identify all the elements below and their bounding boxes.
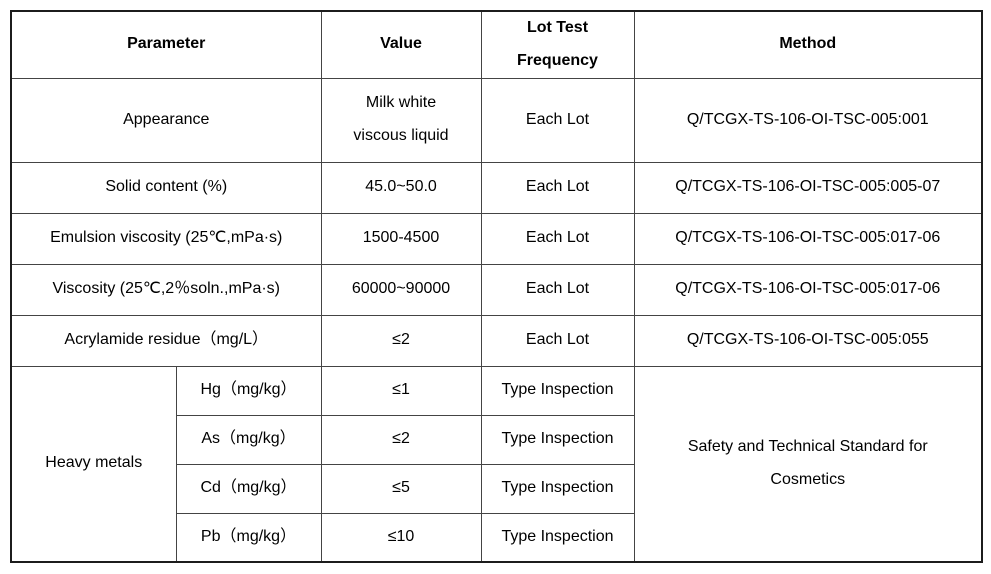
header-frequency: Lot Test Frequency	[480, 10, 635, 79]
table-row-heavy-metal-pb: Pb（mg/kg） ≤10 Type Inspection	[11, 512, 982, 563]
cell-sub-parameter: Pb（mg/kg）	[175, 512, 322, 563]
cell-parameter: Acrylamide residue（mg/L）	[10, 314, 322, 367]
cell-parameter: Appearance	[10, 77, 322, 163]
cell-heavy-metals-method: Safety and Technical Standard for Cosmet…	[633, 365, 983, 563]
table-row-acrylamide: Acrylamide residue（mg/L） ≤2 Each Lot Q/T…	[10, 314, 983, 367]
cell-value: 1500-4500	[320, 212, 482, 265]
cell-value: ≤2	[320, 414, 482, 465]
cell-method: Q/TCGX-TS-106-OI-TSC-005:055	[633, 314, 983, 367]
cell-frequency: Type Inspection	[480, 512, 635, 563]
table-header-row: Parameter Value Lot Test Frequency Metho…	[10, 10, 983, 79]
header-parameter: Parameter	[10, 10, 322, 79]
table-row-emulsion-viscosity: Emulsion viscosity (25℃,mPa·s) 1500-4500…	[10, 212, 983, 265]
cell-frequency: Each Lot	[480, 77, 635, 163]
cell-method: Q/TCGX-TS-106-OI-TSC-005:001	[633, 77, 983, 163]
cell-value: Milk white viscous liquid	[320, 77, 482, 163]
cell-sub-parameter: Cd（mg/kg）	[175, 463, 322, 514]
cell-parameter: Emulsion viscosity (25℃,mPa·s)	[10, 212, 322, 265]
cell-sub-parameter: As（mg/kg）	[175, 414, 322, 465]
cell-frequency: Each Lot	[480, 161, 635, 214]
cell-frequency: Each Lot	[480, 212, 635, 265]
cell-value: 60000~90000	[320, 263, 482, 316]
table-row-solid-content: Solid content (%) 45.0~50.0 Each Lot Q/T…	[10, 161, 983, 214]
cell-method: Q/TCGX-TS-106-OI-TSC-005:005-07	[633, 161, 983, 214]
cell-sub-parameter: Hg（mg/kg）	[175, 365, 322, 416]
table-row-heavy-metal-cd: Cd（mg/kg） ≤5 Type Inspection	[11, 463, 982, 514]
cell-frequency: Each Lot	[480, 314, 635, 367]
spec-table: Parameter Value Lot Test Frequency Metho…	[10, 10, 983, 564]
cell-frequency: Type Inspection	[480, 463, 635, 514]
header-method: Method	[633, 10, 983, 79]
table-row-viscosity: Viscosity (25℃,2％soln.,mPa·s) 60000~9000…	[10, 263, 983, 316]
table-row-appearance: Appearance Milk white viscous liquid Eac…	[10, 77, 983, 163]
cell-method: Q/TCGX-TS-106-OI-TSC-005:017-06	[633, 263, 983, 316]
cell-value: 45.0~50.0	[320, 161, 482, 214]
cell-value: ≤5	[320, 463, 482, 514]
header-value: Value	[320, 10, 482, 79]
cell-heavy-metals-group: Heavy metals	[10, 365, 177, 563]
cell-value: ≤10	[320, 512, 482, 563]
cell-parameter: Viscosity (25℃,2％soln.,mPa·s)	[10, 263, 322, 316]
cell-frequency: Each Lot	[480, 263, 635, 316]
cell-parameter: Solid content (%)	[10, 161, 322, 214]
cell-value: ≤2	[320, 314, 482, 367]
cell-method: Q/TCGX-TS-106-OI-TSC-005:017-06	[633, 212, 983, 265]
cell-frequency: Type Inspection	[480, 365, 635, 416]
table-row-heavy-metal-hg: Heavy metals Hg（mg/kg） ≤1 Type Inspectio…	[10, 365, 983, 563]
table-row-heavy-metal-as: As（mg/kg） ≤2 Type Inspection	[11, 414, 982, 465]
cell-frequency: Type Inspection	[480, 414, 635, 465]
cell-value: ≤1	[320, 365, 482, 416]
